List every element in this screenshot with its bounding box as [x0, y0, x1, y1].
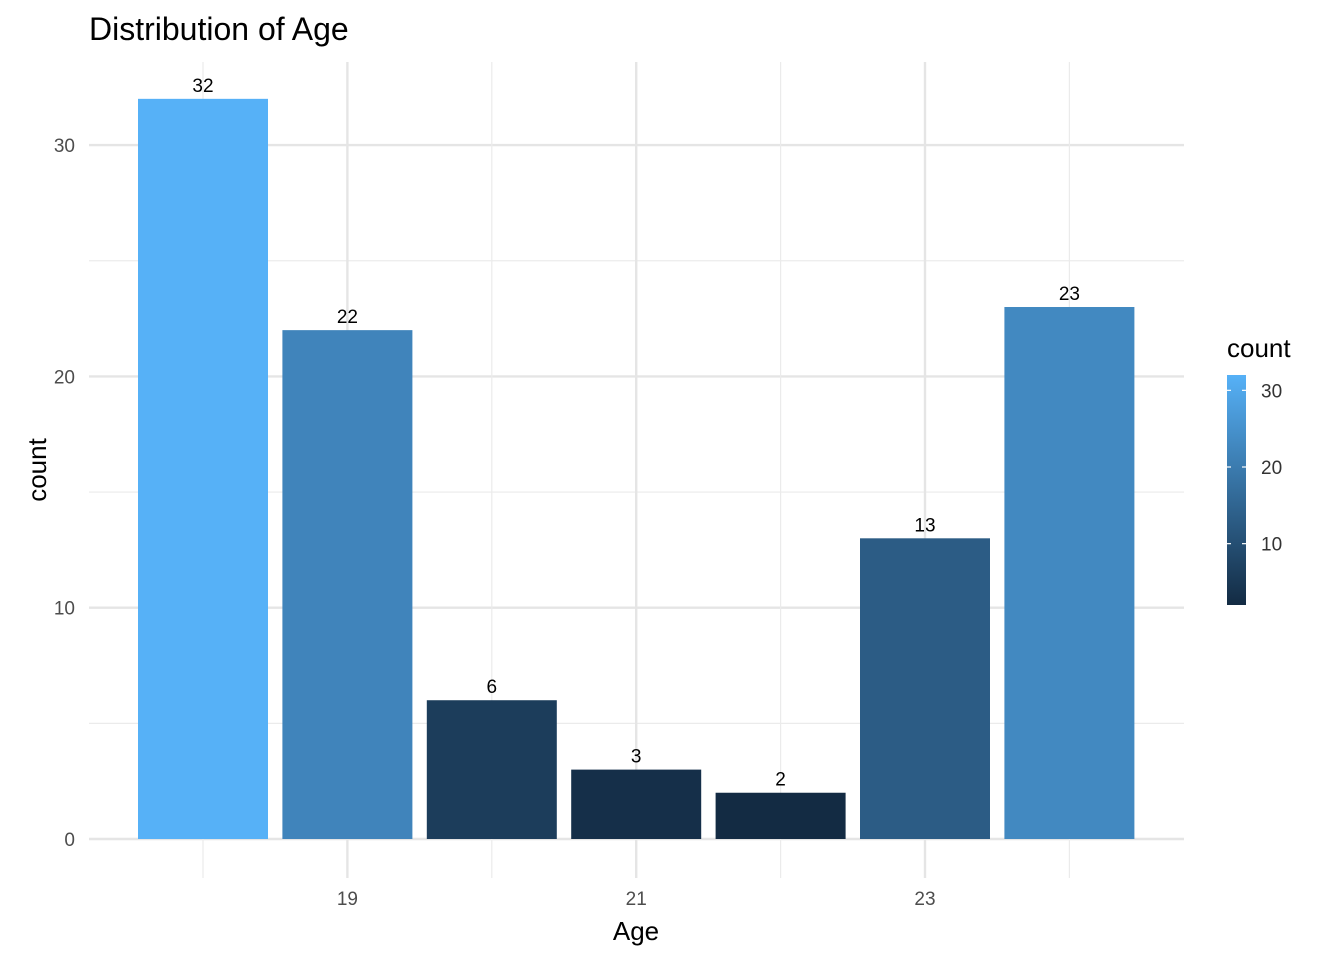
bars [138, 98, 1135, 840]
x-axis-ticks: 19 21 23 [337, 889, 936, 910]
legend-title: count [1227, 333, 1291, 363]
legend-colorbar [1227, 375, 1246, 605]
data-label-age-24: 23 [1059, 284, 1080, 305]
chart-title: Distribution of Age [89, 11, 349, 47]
y-axis-ticks: 0 10 20 30 [54, 136, 75, 851]
data-label-age-23: 13 [914, 515, 935, 536]
y-tick-label: 0 [64, 830, 75, 851]
x-tick-label: 23 [914, 889, 935, 910]
bar-age-24 [1004, 307, 1135, 839]
data-label-age-21: 3 [631, 747, 642, 768]
bar-age-21 [571, 769, 702, 839]
bar-age-22 [715, 792, 846, 839]
legend-tick-label: 10 [1261, 535, 1282, 556]
y-axis-title: count [22, 437, 52, 501]
data-label-age-18: 32 [192, 76, 213, 97]
legend-tick-label: 30 [1261, 381, 1282, 402]
legend-tick-label: 20 [1261, 458, 1282, 479]
data-label-age-20: 6 [487, 677, 498, 698]
bar-age-19 [282, 330, 413, 839]
y-tick-label: 30 [54, 136, 75, 157]
data-label-age-22: 2 [775, 770, 786, 791]
x-axis-title: Age [613, 916, 659, 946]
bar-age-20 [426, 700, 557, 839]
x-tick-label: 19 [337, 889, 358, 910]
bar-age-18 [138, 98, 268, 840]
bar-age-23 [860, 538, 990, 839]
data-label-age-19: 22 [337, 307, 358, 328]
color-legend: count 10 20 30 [1227, 333, 1291, 605]
y-tick-label: 10 [54, 599, 75, 620]
y-tick-label: 20 [54, 367, 75, 388]
x-tick-label: 21 [626, 889, 647, 910]
